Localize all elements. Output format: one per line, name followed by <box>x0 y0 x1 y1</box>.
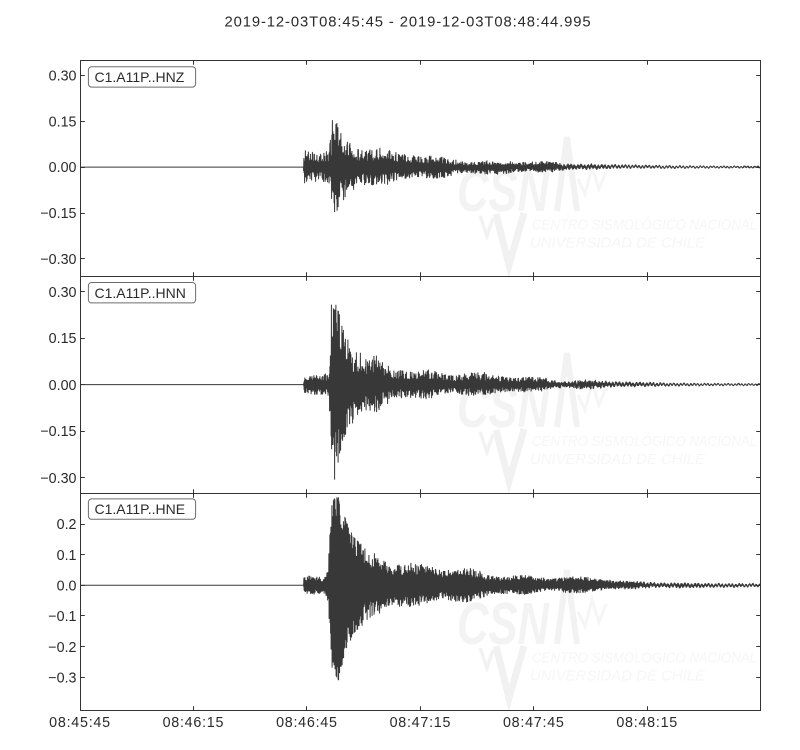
svg-text:C1.A11P..HNN: C1.A11P..HNN <box>95 285 186 301</box>
svg-text:0.15: 0.15 <box>49 331 77 347</box>
svg-text:08:46:45: 08:46:45 <box>276 715 338 731</box>
svg-text:08:46:15: 08:46:15 <box>163 715 225 731</box>
svg-text:0.00: 0.00 <box>49 378 77 394</box>
svg-text:08:47:45: 08:47:45 <box>503 715 565 731</box>
svg-text:2019-12-03T08:45:45 - 2019-12-: 2019-12-03T08:45:45 - 2019-12-03T08:48:4… <box>224 15 591 31</box>
svg-text:CENTRO SISMOLÓGICO NACIONAL: CENTRO SISMOLÓGICO NACIONAL <box>532 217 757 234</box>
svg-text:−0.1: −0.1 <box>48 609 76 625</box>
svg-text:0.0: 0.0 <box>57 579 77 595</box>
svg-text:−0.15: −0.15 <box>40 206 76 222</box>
svg-text:0.1: 0.1 <box>57 548 77 564</box>
svg-text:CSN: CSN <box>457 591 550 657</box>
svg-text:C1.A11P..HNE: C1.A11P..HNE <box>95 501 186 517</box>
svg-text:0.2: 0.2 <box>57 517 77 533</box>
svg-text:−0.2: −0.2 <box>48 640 76 656</box>
svg-text:−0.15: −0.15 <box>40 424 76 440</box>
svg-text:CENTRO SISMOLÓGICO NACIONAL: CENTRO SISMOLÓGICO NACIONAL <box>532 650 757 667</box>
svg-text:UNIVERSIDAD DE CHILE: UNIVERSIDAD DE CHILE <box>530 235 706 252</box>
svg-text:−0.30: −0.30 <box>40 471 76 487</box>
svg-text:−0.3: −0.3 <box>48 671 76 687</box>
svg-text:0.30: 0.30 <box>49 285 77 301</box>
svg-text:UNIVERSIDAD DE CHILE: UNIVERSIDAD DE CHILE <box>530 451 706 468</box>
svg-text:−0.30: −0.30 <box>40 252 76 268</box>
svg-text:0.00: 0.00 <box>49 160 77 176</box>
svg-text:0.30: 0.30 <box>49 68 77 84</box>
svg-text:C1.A11P..HNZ: C1.A11P..HNZ <box>95 69 185 85</box>
svg-text:08:47:15: 08:47:15 <box>390 715 452 731</box>
svg-text:08:48:15: 08:48:15 <box>616 715 678 731</box>
svg-text:0.15: 0.15 <box>49 114 77 130</box>
svg-text:UNIVERSIDAD DE CHILE: UNIVERSIDAD DE CHILE <box>530 668 706 685</box>
svg-text:CENTRO SISMOLÓGICO NACIONAL: CENTRO SISMOLÓGICO NACIONAL <box>532 433 757 450</box>
svg-text:08:45:45: 08:45:45 <box>49 715 111 731</box>
